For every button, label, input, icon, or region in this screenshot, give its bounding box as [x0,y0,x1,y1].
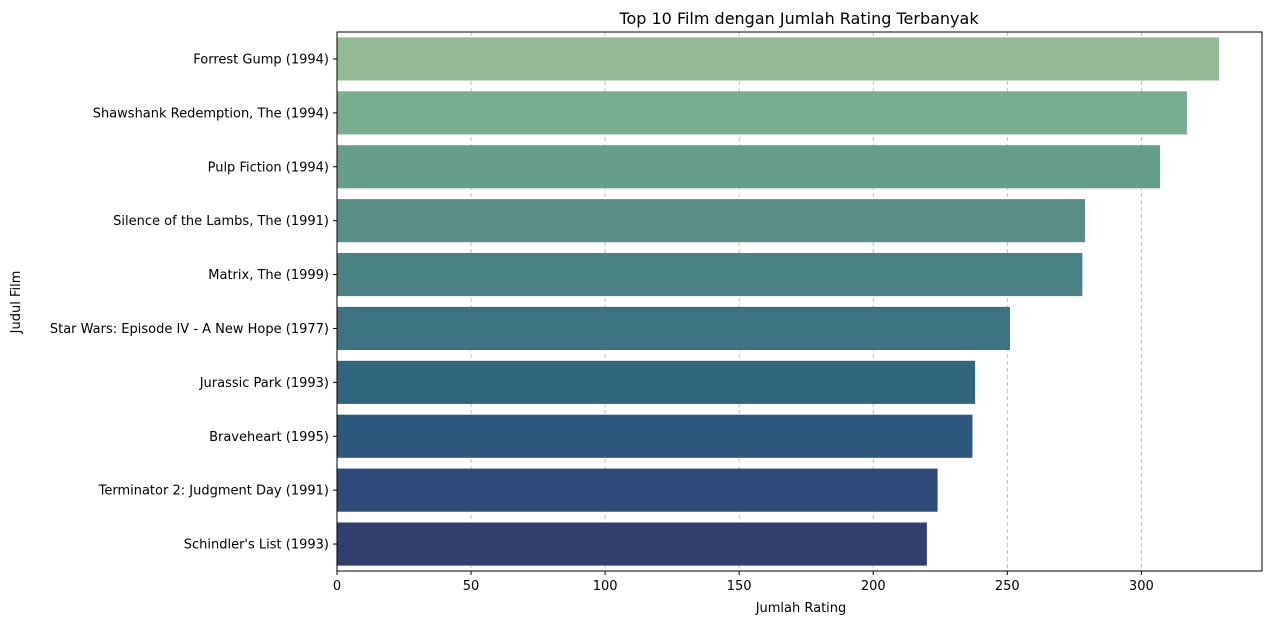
x-tick-label: 300 [1129,579,1154,594]
x-tick-label: 150 [727,579,752,594]
y-tick-label: Jurassic Park (1993) [199,376,329,391]
bar [337,37,1220,81]
chart-title: Top 10 Film dengan Jumlah Rating Terbany… [618,9,979,28]
y-tick-label: Terminator 2: Judgment Day (1991) [98,484,329,499]
bar [337,91,1187,135]
bar [337,306,1010,351]
x-tick-labels: 0 50 100 150 200 250 300 [333,571,1154,594]
x-tick-label: 100 [593,579,618,594]
x-tick-label: 200 [861,579,886,594]
y-axis-label: Judul Film [9,271,24,335]
y-tick-label: Pulp Fiction (1994) [208,160,329,175]
y-tick-label: Braveheart (1995) [209,430,329,445]
bars [337,37,1220,566]
y-tick-label: Forrest Gump (1994) [193,52,329,67]
bar [337,360,976,404]
x-tick-label: 50 [463,579,480,594]
x-tick-label: 0 [333,579,341,594]
bar [337,252,1083,297]
bar [337,414,973,458]
bar [337,522,927,566]
y-tick-label: Schindler's List (1993) [184,538,329,553]
axes [336,31,1263,572]
bar [337,199,1086,243]
y-tick-label: Star Wars: Episode IV - A New Hope (1977… [50,322,329,337]
y-tick-label: Silence of the Lambs, The (1991) [113,214,329,229]
x-tick-label: 250 [995,579,1020,594]
plot-frame [336,31,1263,572]
x-axis-label: Jumlah Rating [755,601,847,616]
bar [337,468,938,512]
y-tick-label: Shawshank Redemption, The (1994) [93,106,329,121]
y-tick-labels: Forrest Gump (1994) Shawshank Redemption,… [50,52,337,553]
y-tick-label: Matrix, The (1999) [208,268,329,283]
bar [337,145,1161,189]
